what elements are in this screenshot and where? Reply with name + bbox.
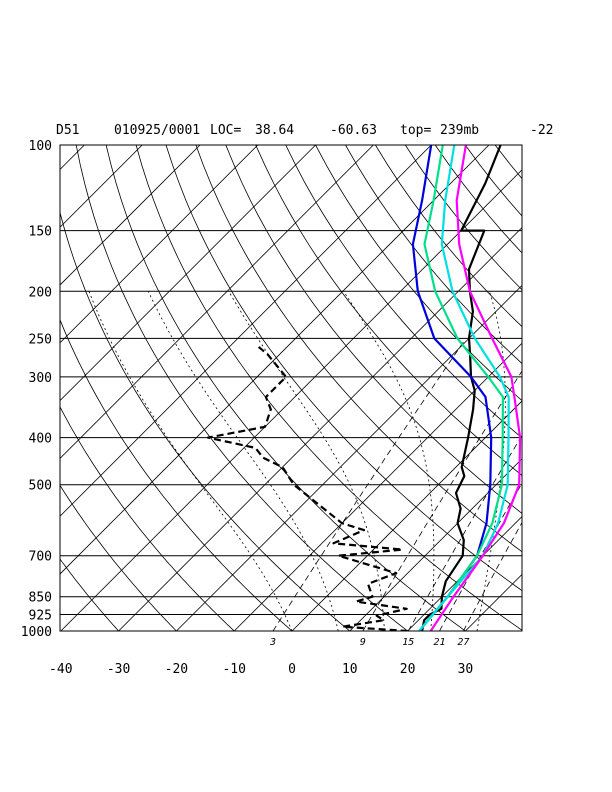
dry-adiabat-line (60, 406, 235, 631)
header-lat: 38.64 (255, 123, 294, 138)
plot-frame (59, 144, 523, 632)
mixing-ratio-line (463, 521, 522, 631)
dry-adiabat-line (404, 145, 522, 291)
dry-adiabat-line (555, 145, 612, 631)
moist-adiabat-line (476, 291, 506, 631)
isotherm-line (176, 284, 522, 631)
sounding-trace-2 (206, 345, 408, 631)
isotherm-line (291, 400, 522, 631)
dry-adiabat-line (165, 145, 522, 592)
pressure-tick-label: 150 (29, 225, 52, 240)
header-extra: -22 (530, 123, 553, 138)
pressure-tick-label: 300 (29, 371, 52, 386)
isotherm-line (581, 145, 612, 631)
dry-adiabat-line (255, 145, 522, 476)
moist-adiabat-line (88, 291, 293, 631)
dry-adiabat-line (75, 145, 408, 631)
mixing-ratio-line (407, 434, 522, 631)
isotherm-line (60, 145, 432, 517)
dry-adiabat-line (60, 318, 293, 631)
dry-adiabat-line (60, 484, 177, 631)
pressure-tick-label: 1000 (21, 625, 52, 640)
isotherm-line (60, 145, 259, 344)
isotherm-line (60, 145, 201, 286)
isotherm-line (60, 145, 316, 402)
mixing-ratio-label: 15 (402, 637, 414, 648)
temperature-tick-label: 10 (342, 662, 358, 677)
sounding-trace-4 (418, 145, 504, 631)
isotherm-line (118, 227, 522, 631)
pressure-tick-label: 200 (29, 285, 52, 300)
isotherm-line (407, 516, 522, 631)
pressure-tick-label: 700 (29, 550, 52, 565)
pressure-tick-label: 850 (29, 591, 52, 606)
chart-header: D51 010925/0001 LOC= 38.64 -60.63 top= 2… (56, 123, 553, 138)
mixing-ratio-label: 9 (360, 637, 366, 648)
mixing-ratio-label: 21 (433, 637, 445, 648)
pressure-tick-label: 500 (29, 479, 52, 494)
isotherm-line (60, 169, 522, 631)
dry-adiabat-line (135, 145, 522, 631)
dry-adiabat-line (60, 558, 119, 631)
isotherm-line (60, 145, 374, 459)
pressure-tick-label: 100 (29, 139, 52, 154)
header-loc-label: LOC= (210, 123, 241, 138)
dry-adiabat-line (464, 145, 522, 217)
dry-adiabat-line (195, 145, 522, 553)
mixing-ratio-labels: 3 9 15 21 27 (269, 637, 469, 648)
temperature-tick-label: -10 (222, 662, 245, 677)
dry-adiabat-line (525, 145, 612, 631)
header-datetime: 010925/0001 (114, 123, 200, 138)
mixing-ratio-label: 3 (269, 637, 276, 648)
temperature-tick-label: 20 (400, 662, 416, 677)
isotherm-line (60, 145, 143, 228)
isotherm-line (60, 145, 490, 575)
moist-adiabat-line (147, 291, 339, 631)
temperature-tick-label: -40 (49, 662, 72, 677)
dry-adiabat-line (285, 145, 522, 439)
temperature-tick-label: 30 (458, 662, 474, 677)
temperature-tick-label: -20 (165, 662, 188, 677)
sounding-trace-6 (429, 145, 522, 631)
header-lon: -60.63 (330, 123, 377, 138)
temperature-tick-label: -30 (107, 662, 130, 677)
isotherm-line (233, 342, 522, 631)
pressure-tick-label: 250 (29, 332, 52, 347)
isotherm-line (523, 145, 612, 631)
pressure-tick-label: 400 (29, 432, 52, 447)
sounding-trace-1 (421, 145, 502, 631)
dry-adiabat-line (60, 210, 351, 631)
isotherm-line (465, 573, 522, 631)
temperature-tick-label: 0 (288, 662, 296, 677)
dry-adiabat-line (105, 145, 466, 631)
dry-adiabat-line (345, 145, 522, 365)
dry-adiabat-line (315, 145, 522, 402)
isotherm-line (349, 458, 522, 631)
temperature-axis-labels: -40 -30 -20 -10 0 10 20 30 (49, 662, 473, 677)
pressure-tick-label: 925 (29, 609, 52, 624)
header-top-label: top= (400, 123, 431, 138)
mixing-ratio-line (272, 338, 467, 631)
header-top-value: 239mb (440, 123, 479, 138)
header-station: D51 (56, 123, 79, 138)
plot-area (0, 145, 612, 631)
moist-adiabat-line (343, 291, 435, 631)
moist-adiabat-line (228, 291, 385, 631)
dry-adiabat-line (375, 145, 522, 328)
mixing-ratio-label: 27 (457, 637, 469, 648)
isotherm-line (0, 145, 27, 631)
